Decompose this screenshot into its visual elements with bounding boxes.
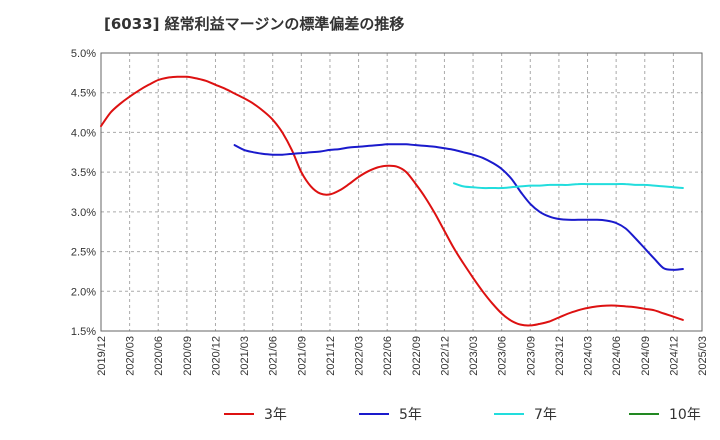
x-tick-label: 2020/09 bbox=[182, 336, 194, 376]
y-tick-label: 4.5% bbox=[71, 88, 96, 100]
x-tick-label: 2020/12 bbox=[210, 336, 222, 376]
y-tick-label: 4.0% bbox=[71, 127, 96, 139]
legend-label-3: 10年 bbox=[669, 407, 701, 423]
x-tick-label: 2021/12 bbox=[325, 336, 337, 376]
y-tick-label: 5.0% bbox=[71, 48, 96, 60]
x-tick-label: 2019/12 bbox=[96, 336, 108, 376]
series-line-0 bbox=[100, 75, 684, 327]
y-tick-label: 1.5% bbox=[71, 326, 96, 338]
legend-label-0: 3年 bbox=[264, 407, 287, 423]
x-tick-label: 2023/03 bbox=[468, 336, 480, 376]
x-tick-label: 2024/09 bbox=[640, 336, 652, 376]
x-tick-label: 2022/09 bbox=[411, 336, 423, 376]
y-tick-label: 3.5% bbox=[71, 167, 96, 179]
legend: 3年 5年 7年 10年 bbox=[224, 407, 701, 423]
x-tick-label: 2021/03 bbox=[239, 336, 251, 376]
x-tick-label: 2024/03 bbox=[583, 336, 595, 376]
y-tick-label: 2.5% bbox=[71, 247, 96, 259]
x-tick-label: 2021/09 bbox=[296, 336, 308, 376]
series-layer bbox=[100, 75, 684, 327]
x-tick-label: 2020/03 bbox=[125, 336, 137, 376]
x-tick-label: 2024/12 bbox=[668, 336, 680, 376]
x-tick-label: 2022/12 bbox=[439, 336, 451, 376]
plot-frame bbox=[100, 52, 703, 332]
x-tick-label: 2023/09 bbox=[525, 336, 537, 376]
y-tick-label: 3.0% bbox=[71, 207, 96, 219]
grid-layer bbox=[101, 52, 702, 331]
x-tick-label: 2025/03 bbox=[697, 336, 709, 376]
series-line-1 bbox=[233, 143, 684, 271]
x-tick-label: 2022/03 bbox=[354, 336, 366, 376]
y-tick-label: 2.0% bbox=[71, 286, 96, 298]
axis-layer: 1.5% 2.0% 2.5% 3.0% 3.5% 4.0% 4.5% 5.0% 2019/12 2… bbox=[71, 48, 709, 376]
chart-title: [6033] 経常利益マージンの標準偏差の推移 bbox=[104, 15, 404, 33]
x-tick-label: 2023/12 bbox=[554, 336, 566, 376]
series-line-2 bbox=[453, 182, 684, 190]
legend-label-2: 7年 bbox=[534, 407, 557, 423]
legend-label-1: 5年 bbox=[399, 407, 422, 423]
x-tick-label: 2024/06 bbox=[611, 336, 623, 376]
x-tick-label: 2022/06 bbox=[382, 336, 394, 376]
x-tick-label: 2023/06 bbox=[497, 336, 509, 376]
x-tick-label: 2020/06 bbox=[153, 336, 165, 376]
x-tick-label: 2021/06 bbox=[268, 336, 280, 376]
